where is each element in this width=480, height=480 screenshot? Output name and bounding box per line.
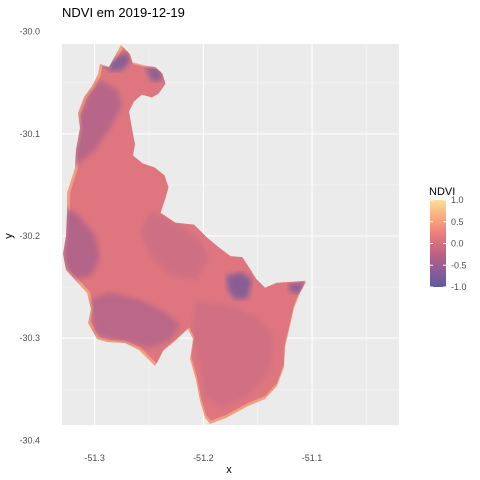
- low-ndvi-patch: [192, 300, 275, 408]
- low-ndvi-zones: [63, 52, 305, 408]
- legend: NDVI 1.0 0.5 0.0 -0.5 -1.0: [429, 186, 467, 292]
- chart-title: NDVI em 2019-12-19: [62, 5, 185, 20]
- low-ndvi-patch: [63, 205, 100, 280]
- low-ndvi-patch: [145, 66, 163, 82]
- ndvi-raster: [63, 45, 306, 424]
- x-axis: -51.3 -51.2 -51.1: [84, 453, 322, 463]
- legend-title: NDVI: [429, 186, 455, 198]
- x-tick-label: -51.2: [193, 453, 214, 463]
- low-ndvi-patch: [90, 292, 180, 348]
- low-ndvi-patch: [288, 282, 305, 294]
- x-axis-title: x: [226, 464, 232, 476]
- legend-break-label: 1.0: [451, 195, 464, 205]
- y-tick-label: -30.4: [19, 435, 40, 445]
- low-ndvi-patch: [226, 272, 252, 300]
- legend-break-label: 0.0: [451, 239, 464, 249]
- low-ndvi-patch: [140, 210, 210, 280]
- y-tick-label: -30.3: [19, 333, 40, 343]
- x-tick-label: -51.3: [84, 453, 105, 463]
- legend-break-label: 0.5: [451, 217, 464, 227]
- y-axis: -30.0 -30.1 -30.2 -30.3 -30.4: [19, 27, 40, 446]
- low-ndvi-patch: [68, 80, 122, 170]
- legend-ticks: 1.0 0.5 0.0 -0.5 -1.0: [430, 195, 467, 292]
- x-tick-label: -51.1: [302, 453, 323, 463]
- legend-colorbar: [430, 200, 446, 287]
- y-axis-title: y: [3, 233, 15, 239]
- y-tick-label: -30.0: [19, 27, 40, 37]
- y-tick-label: -30.2: [19, 231, 40, 241]
- legend-break-label: -0.5: [451, 260, 467, 270]
- y-tick-label: -30.1: [19, 129, 40, 139]
- low-ndvi-patch: [100, 52, 130, 72]
- legend-break-label: -1.0: [451, 282, 467, 292]
